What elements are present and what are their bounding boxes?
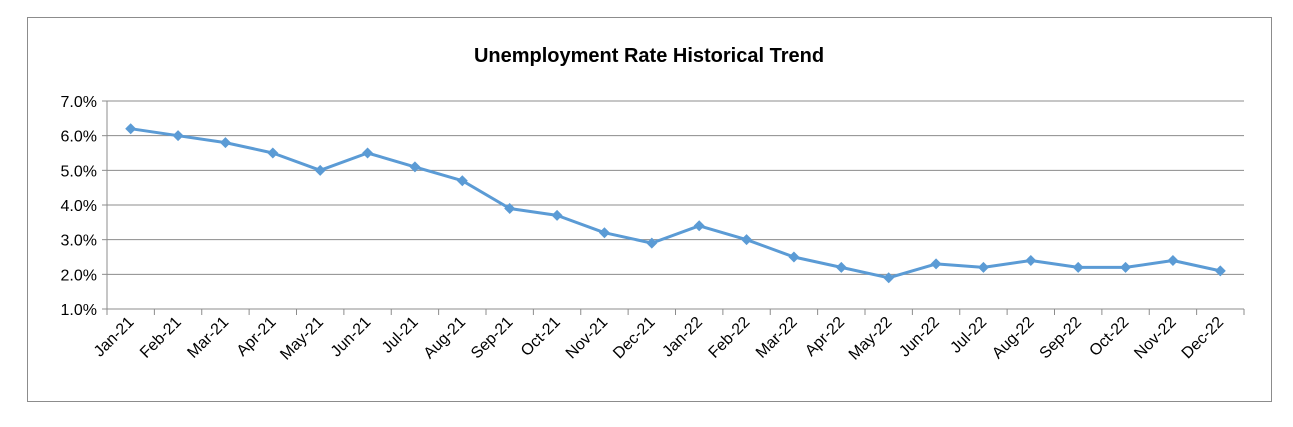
- y-tick-label: 4.0%: [61, 198, 97, 215]
- x-tick-label: Mar-21: [184, 314, 232, 362]
- data-point: [1214, 265, 1226, 277]
- data-point: [504, 202, 516, 214]
- data-point: [788, 251, 800, 263]
- x-tick-label: Aug-21: [421, 314, 470, 363]
- y-tick-label: 3.0%: [61, 233, 97, 250]
- y-tick-label: 7.0%: [61, 94, 97, 111]
- x-tick-label: Dec-21: [610, 314, 659, 363]
- data-point: [219, 137, 231, 149]
- gridlines: [107, 100, 1244, 310]
- y-axis: 1.0% 2.0% 3.0% 4.0% 5.0% 6.0% 7.0%: [61, 94, 108, 319]
- series-line: [130, 127, 1221, 280]
- data-point: [1120, 261, 1132, 273]
- data-point: [1072, 261, 1084, 273]
- data-point: [172, 130, 184, 142]
- data-point: [125, 123, 137, 135]
- x-tick-label: Feb-22: [706, 314, 754, 362]
- data-point: [835, 261, 847, 273]
- data-point: [1167, 254, 1179, 266]
- x-tick-label: Dec-22: [1179, 314, 1228, 363]
- x-tick-label: Apr-22: [802, 314, 848, 360]
- x-tick-label: Apr-21: [234, 314, 280, 360]
- data-point: [314, 164, 326, 176]
- x-tick-label: Oct-21: [518, 314, 564, 360]
- x-tick-label: Nov-22: [1131, 314, 1180, 363]
- x-tick-label: Oct-22: [1086, 314, 1132, 360]
- x-tick-label: Jul-22: [947, 314, 990, 357]
- x-tick-label: Jan-22: [659, 314, 706, 361]
- chart-frame: [27, 17, 1272, 402]
- data-point: [598, 227, 610, 239]
- data-point: [551, 209, 563, 221]
- x-tick-label: Jan-21: [91, 314, 138, 361]
- data-point: [646, 237, 658, 249]
- x-tick-label: Jul-21: [379, 314, 422, 357]
- x-tick-label: May-21: [277, 314, 327, 364]
- data-point: [456, 175, 468, 187]
- x-tick-label: Aug-22: [989, 314, 1038, 363]
- y-tick-label: 5.0%: [61, 163, 97, 180]
- x-tick-label: Nov-21: [563, 314, 612, 363]
- chart-title: Unemployment Rate Historical Trend: [474, 45, 824, 67]
- data-point: [267, 147, 279, 159]
- x-tick-label: Jun-22: [896, 314, 943, 361]
- x-tick-label: Mar-22: [753, 314, 801, 362]
- series-layer: [125, 123, 1226, 284]
- x-tick-label: Feb-21: [137, 314, 185, 362]
- x-tick-label: May-22: [846, 314, 896, 364]
- x-tick-label: Sep-21: [468, 314, 517, 363]
- data-point: [409, 161, 421, 173]
- data-point: [930, 258, 942, 270]
- x-tick-label: Jun-21: [328, 314, 375, 361]
- data-point: [693, 220, 705, 232]
- y-tick-label: 2.0%: [61, 267, 97, 284]
- data-point: [977, 261, 989, 273]
- y-tick-label: 6.0%: [61, 129, 97, 146]
- x-tick-label: Sep-22: [1037, 314, 1086, 363]
- y-tick-label: 1.0%: [61, 302, 97, 319]
- data-point: [741, 234, 753, 246]
- data-point: [883, 272, 895, 284]
- data-point: [362, 147, 374, 159]
- data-point: [1025, 254, 1037, 266]
